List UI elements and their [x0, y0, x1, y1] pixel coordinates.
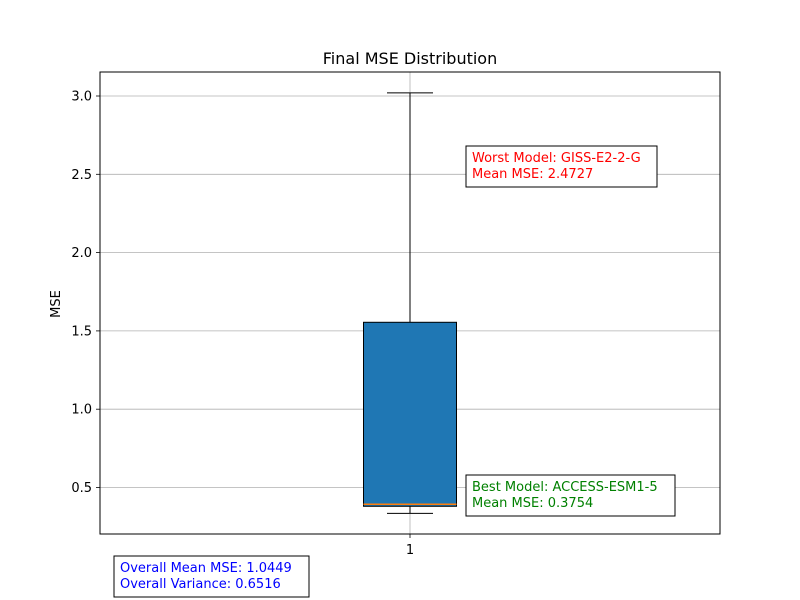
annotation-text: Mean MSE: 2.4727 [472, 167, 593, 182]
y-axis-label: MSE [49, 290, 64, 318]
axes: 0.5 1.0 1.5 2.0 2.5 3.0 1 [71, 71, 721, 558]
annotation-box [465, 145, 658, 188]
y-tick-label: 2.0 [71, 246, 92, 261]
annotation-text: Overall Variance: 0.6516 [120, 577, 281, 592]
chart-title: Final MSE Distribution [323, 49, 497, 68]
y-tick-label: 2.5 [71, 168, 92, 183]
y-tick-label: 0.5 [71, 481, 92, 496]
annotation-box [113, 555, 310, 598]
annotation-text: Best Model: ACCESS-ESM1-5 [472, 480, 658, 495]
box-iqr [363, 321, 457, 507]
annotation-text: Worst Model: GISS-E2-2-G [472, 151, 641, 166]
y-tick-label: 3.0 [71, 90, 92, 105]
annotation-box [465, 474, 676, 517]
y-tick-label: 1.0 [71, 403, 92, 418]
annotation-text: Overall Mean MSE: 1.0449 [120, 561, 292, 576]
box-plot [363, 92, 457, 514]
annotation-text: Mean MSE: 0.3754 [472, 496, 593, 511]
y-tick-label: 1.5 [71, 324, 92, 339]
x-tick-label: 1 [406, 543, 414, 558]
